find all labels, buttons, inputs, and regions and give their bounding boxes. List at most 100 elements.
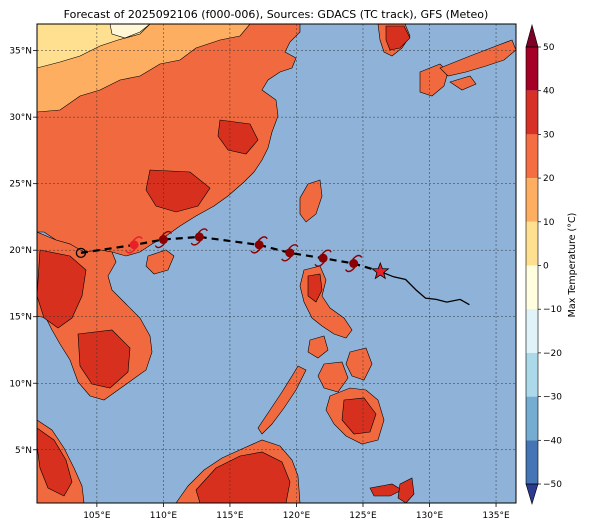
cyclone-arm-icon — [288, 244, 299, 250]
colorbar-over-arrow — [525, 23, 539, 48]
colorbar-tick-label: −20 — [543, 349, 562, 359]
land-japan-kyushu — [419, 63, 449, 97]
lon-tick-label: 105°E — [83, 511, 111, 521]
land-mindoro — [307, 335, 329, 359]
lat-tick-label: 5°N — [15, 446, 32, 456]
colorbar: 50 40 30 20 10 0 −10 −20 −30 −40 −50 Max Temperatu… — [525, 23, 578, 506]
cyclone-arm-icon — [125, 248, 136, 254]
cyclone-arm-icon — [352, 254, 363, 260]
track-end-circle-icon — [75, 247, 87, 259]
colorbar-under-arrow — [525, 483, 539, 506]
cyclone-marker — [154, 230, 173, 249]
lat-tick-label: 30°N — [9, 113, 32, 123]
land-malay-hot — [37, 427, 73, 497]
cyclone-marker — [125, 236, 143, 254]
cyclone-marker — [345, 254, 363, 273]
cyclone-center-dot — [285, 248, 295, 258]
cyclone-arm-icon — [154, 243, 165, 249]
land-mekong-hot — [77, 329, 131, 389]
colorbar-tick-label: −30 — [543, 393, 562, 403]
land-korea-east — [385, 25, 411, 51]
colorbar-label: Max Temperature (°C) — [567, 213, 578, 318]
lon-tick-label: 120°E — [283, 511, 311, 521]
cyclone-center-dot — [318, 253, 328, 263]
land-taiwan — [299, 179, 323, 223]
latitude-ticks: 5°N 10°N 15°N 20°N 25°N 30°N 35°N — [9, 47, 37, 456]
land-japan-honshu — [439, 39, 516, 77]
land-samar-leyte — [345, 347, 373, 381]
cyclone-center-dot — [129, 240, 139, 250]
land-halmahera — [397, 477, 415, 503]
longitude-ticks: 105°E 110°E 115°E 120°E 125°E 130°E 135°E — [83, 503, 510, 521]
land-masses — [37, 24, 516, 503]
colorbar-tick-label: 30 — [543, 130, 555, 140]
colorbar-ticks: 50 40 30 20 10 0 −10 −20 −30 −40 −50 — [538, 43, 562, 490]
lon-tick-label: 115°E — [216, 511, 244, 521]
cyclone-arm-icon — [314, 261, 325, 267]
colorbar-level — [526, 134, 538, 179]
colorbar-tick-label: −40 — [543, 436, 562, 446]
colorbar-level — [526, 47, 538, 91]
cyclone-marker — [75, 247, 87, 259]
colorbar-tick-label: 20 — [543, 174, 555, 184]
lat-tick-label: 35°N — [9, 47, 32, 57]
land-panay-negros — [317, 361, 349, 393]
cyclone-center-dot — [254, 240, 264, 250]
land-japan-shikoku — [449, 75, 477, 91]
land-luzon-hot — [307, 273, 323, 303]
lon-tick-label: 135°E — [482, 511, 510, 521]
colorbar-level — [526, 221, 538, 266]
colorbar-level — [526, 265, 538, 310]
colorbar-level — [526, 396, 538, 441]
cyclone-arm-icon — [197, 228, 208, 234]
lat-tick-label: 15°N — [9, 313, 32, 323]
cyclone-arm-icon — [161, 230, 173, 237]
lat-tick-label: 10°N — [9, 379, 32, 389]
lon-tick-label: 130°E — [416, 511, 444, 521]
colorbar-tick-label: 50 — [543, 43, 555, 53]
land-mindanao-hot — [341, 397, 377, 435]
cyclone-marker — [281, 244, 299, 262]
cyclone-marker — [314, 249, 332, 267]
land-borneo-hot — [195, 451, 291, 503]
land-china-south-hot — [145, 169, 211, 213]
cyclone-center-dot — [158, 235, 168, 245]
map-panel: 105°E 110°E 115°E 120°E 125°E 130°E 135°E 5°N 1… — [9, 23, 517, 521]
colorbar-level — [526, 440, 538, 484]
lon-tick-label: 110°E — [150, 511, 178, 521]
cyclone-arm-icon — [132, 236, 143, 242]
land-china-north-cold — [109, 24, 151, 39]
lon-tick-label: 125°E — [349, 511, 377, 521]
cyclone-arm-icon — [190, 240, 201, 246]
track-markers — [75, 228, 363, 273]
current-position-star-icon — [371, 261, 390, 280]
colorbar-level — [526, 178, 538, 222]
colorbar-tick-label: 10 — [543, 218, 555, 228]
cyclone-arm-icon — [250, 248, 261, 254]
colorbar-level — [526, 309, 538, 353]
cyclone-center-dot — [194, 232, 204, 242]
colorbar-tick-label: 0 — [543, 262, 549, 272]
colorbar-level — [526, 90, 538, 135]
colorbar-levels — [526, 47, 538, 484]
typhoon-track-layer — [75, 228, 470, 306]
colorbar-level — [526, 352, 538, 397]
lat-tick-label: 25°N — [9, 180, 32, 190]
observed-track-line — [380, 270, 470, 306]
cyclone-arm-icon — [345, 267, 356, 273]
land-china-east-hot — [217, 119, 259, 155]
colorbar-tick-label: −10 — [543, 305, 562, 315]
land-indochina-hot — [37, 249, 87, 329]
colorbar-tick-label: 40 — [543, 87, 555, 97]
land-sulawesi-north — [369, 483, 403, 497]
cyclone-center-dot — [349, 259, 359, 268]
figure-title: Forecast of 2025092106 (f000-006), Sourc… — [64, 8, 489, 21]
cyclone-marker — [190, 228, 208, 246]
cyclone-arm-icon — [257, 236, 268, 242]
lat-tick-label: 20°N — [9, 246, 32, 256]
colorbar-tick-label: −50 — [543, 480, 562, 490]
cyclone-arm-icon — [281, 256, 292, 262]
map-frame — [36, 23, 517, 504]
cyclone-arm-icon — [321, 249, 332, 255]
